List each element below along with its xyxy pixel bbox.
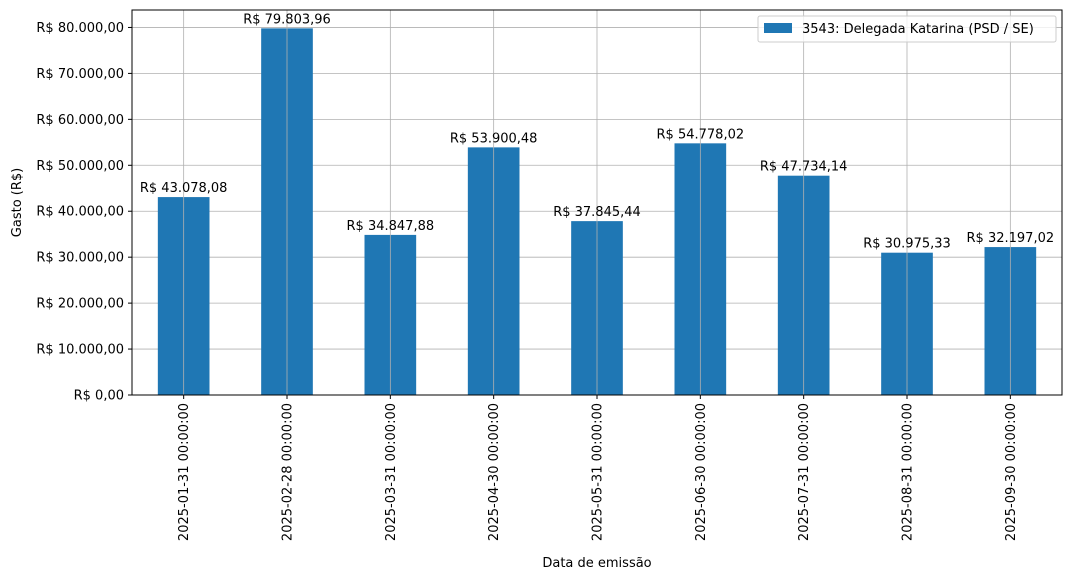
bar-value-label: R$ 32.197,02 [967, 231, 1055, 246]
x-tick-label: 2025-01-31 00:00:00 [177, 403, 192, 541]
y-tick-label: R$ 50.000,00 [36, 159, 124, 174]
bar-value-label: R$ 43.078,08 [140, 181, 228, 196]
legend-box [757, 15, 1057, 43]
y-tick-label: R$ 70.000,00 [36, 67, 124, 82]
x-tick-label: 2025-02-28 00:00:00 [281, 403, 296, 541]
x-tick-label: 2025-03-31 00:00:00 [384, 403, 399, 541]
axis-ticks: R$ 0,00 R$ 10.000,00 R$ 20.000,00 R$ 30.000… [36, 21, 1018, 541]
data-labels: R$ 43.078,08 R$ 79.803,96 R$ 34.847,88 R$ 5… [140, 12, 1054, 251]
legend-swatch [764, 23, 792, 33]
bar-value-label: R$ 54.778,02 [657, 127, 745, 142]
y-tick-label: R$ 60.000,00 [36, 113, 124, 128]
legend-label: 3543: Delegada Katarina (PSD / SE) [802, 22, 1034, 37]
x-tick-label: 2025-09-30 00:00:00 [1004, 403, 1019, 541]
x-tick-label: 2025-04-30 00:00:00 [487, 403, 502, 541]
bar-value-label: R$ 34.847,88 [347, 219, 435, 234]
bar-value-label: R$ 47.734,14 [760, 160, 848, 175]
vertical-grid-lines [183, 10, 1011, 395]
bar-value-label: R$ 37.845,44 [553, 205, 641, 220]
y-tick-label: R$ 30.000,00 [36, 251, 124, 266]
bar-value-label: R$ 53.900,48 [450, 131, 538, 146]
y-tick-label: R$ 20.000,00 [36, 297, 124, 312]
y-tick-label: R$ 10.000,00 [36, 343, 124, 358]
y-tick-label: R$ 40.000,00 [36, 205, 124, 220]
x-tick-label: 2025-06-30 00:00:00 [694, 403, 709, 541]
y-tick-label: R$ 80.000,00 [36, 21, 124, 36]
bar-value-label: R$ 79.803,96 [243, 12, 331, 27]
x-axis-title: Data de emissão [542, 556, 651, 571]
bar-value-label: R$ 30.975,33 [863, 237, 951, 252]
x-tick-label: 2025-07-31 00:00:00 [797, 403, 812, 541]
legend: 3543: Delegada Katarina (PSD / SE) [757, 15, 1057, 43]
y-axis-title: Gasto (R$) [10, 168, 25, 237]
x-tick-label: 2025-05-31 00:00:00 [591, 403, 606, 541]
y-tick-label: R$ 0,00 [74, 389, 124, 404]
x-tick-label: 2025-08-31 00:00:00 [901, 403, 916, 541]
